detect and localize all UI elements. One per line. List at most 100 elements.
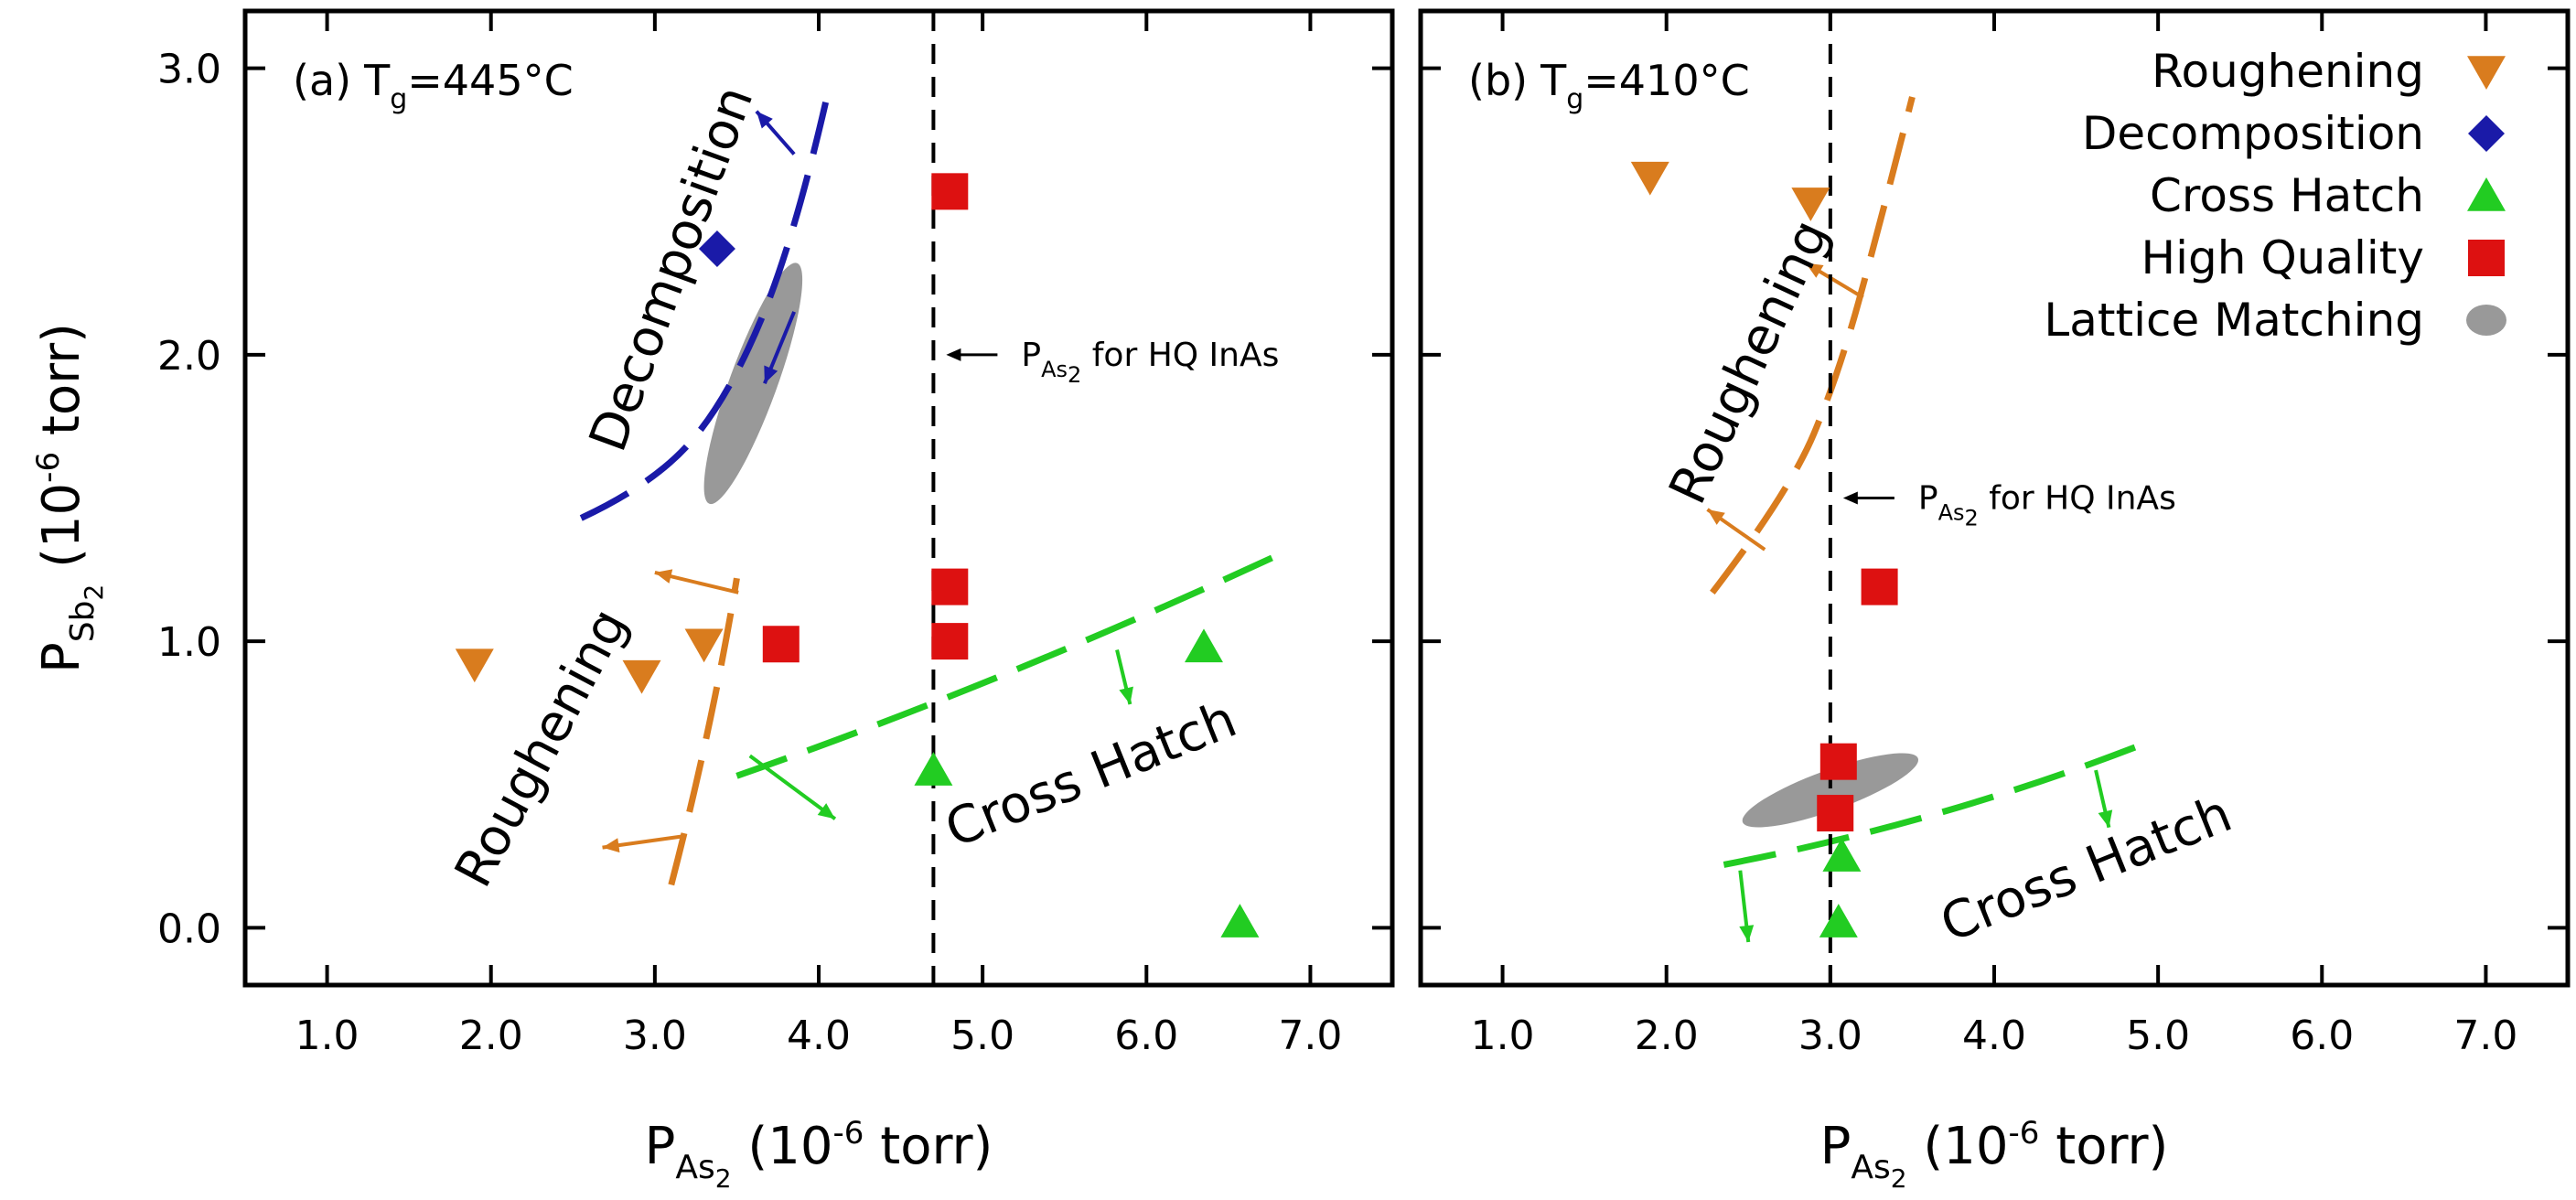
boundary-cross-hatch — [1723, 738, 2152, 868]
reference-label-subsub: 2 — [1964, 506, 1978, 531]
y-axis-title-subsub: 2 — [79, 584, 109, 601]
y-tick-label: 1.0 — [157, 619, 221, 666]
legend-label: Decomposition — [2082, 107, 2424, 160]
y-axis-title-tail: torr) — [32, 323, 91, 452]
legend-marker-roughening — [2467, 56, 2506, 90]
point-roughening — [1630, 161, 1669, 196]
x-axis-title: PAs2 (10-6 torr) — [645, 1115, 993, 1194]
panel-label: (a) — [293, 56, 351, 105]
reference-label-tail: for HQ InAs — [1979, 480, 2176, 518]
reference-label: PAs2 for HQ InAs — [1021, 337, 1279, 388]
x-tick-label: 6.0 — [2290, 1012, 2354, 1059]
x-tick-label: 1.0 — [295, 1012, 360, 1059]
point-cross-hatch — [914, 752, 953, 786]
y-tick-label: 3.0 — [157, 47, 221, 93]
reference-arrow-head — [946, 348, 961, 361]
x-axis-title-unit: (10 — [732, 1117, 833, 1176]
x-axis-title: PAs2 (10-6 torr) — [1820, 1115, 2169, 1194]
arrow-head — [764, 365, 778, 384]
legend-marker-lattice-matching — [2466, 305, 2506, 336]
y-axis-title-exp: -6 — [30, 452, 67, 483]
x-tick-label: 5.0 — [950, 1012, 1014, 1059]
x-tick-label: 7.0 — [1278, 1012, 1342, 1059]
point-high-quality — [1817, 795, 1854, 832]
x-axis-title-subsub: 2 — [1891, 1163, 1907, 1194]
point-high-quality — [762, 626, 800, 663]
legend-marker-decomposition — [2468, 115, 2505, 152]
boundary-cross-hatch — [735, 552, 1280, 779]
legend-marker-high-quality — [2468, 240, 2505, 276]
legend-label: Roughening — [2152, 45, 2424, 98]
x-axis-title-tail: torr) — [864, 1117, 993, 1176]
reference-label: PAs2 for HQ InAs — [1918, 480, 2176, 531]
y-tick-label: 2.0 — [157, 333, 221, 380]
point-roughening — [1791, 188, 1830, 221]
y-axis-title-main: P — [32, 642, 91, 673]
arrow-head — [1805, 262, 1824, 278]
x-axis-title-main: P — [1820, 1117, 1852, 1176]
temp-subscript: g — [390, 83, 407, 115]
point-decomposition — [698, 230, 735, 267]
arrow-head — [817, 803, 835, 820]
temp-symbol: T — [1540, 56, 1567, 105]
region-label: Roughening — [1658, 211, 1841, 513]
point-roughening — [622, 659, 661, 694]
point-cross-hatch — [1822, 838, 1862, 872]
point-cross-hatch — [1819, 904, 1858, 938]
x-tick-label: 1.0 — [1471, 1012, 1535, 1059]
point-cross-hatch — [1220, 904, 1260, 938]
y-axis-title-unit: (10 — [32, 483, 91, 584]
reference-label-tail: for HQ InAs — [1081, 337, 1279, 374]
x-axis-title-sub: As — [1851, 1149, 1890, 1186]
boundary-decomposition — [579, 96, 831, 521]
reference-label-sub: As — [1041, 357, 1068, 382]
x-tick-label: 7.0 — [2453, 1012, 2517, 1059]
x-tick-label: 5.0 — [2126, 1012, 2190, 1059]
x-tick-label: 3.0 — [1798, 1012, 1862, 1059]
boundary-roughening — [668, 577, 740, 886]
x-axis-title-exp: -6 — [2009, 1115, 2040, 1152]
x-tick-label: 3.0 — [623, 1012, 687, 1059]
point-cross-hatch — [1184, 628, 1223, 663]
x-axis-title-main: P — [645, 1117, 676, 1176]
x-axis-title-exp: -6 — [833, 1115, 864, 1152]
legend-label: Lattice Matching — [2044, 294, 2424, 347]
x-tick-label: 4.0 — [1962, 1012, 2026, 1059]
temp-value: =410°C — [1583, 56, 1749, 105]
panel-title: (a) Tg=445°C — [293, 56, 574, 115]
plot-frame — [242, 8, 1395, 988]
lattice-matching-ellipse — [703, 262, 803, 505]
temp-subscript: g — [1566, 83, 1583, 115]
arrow-head — [756, 111, 773, 129]
panel-title: (b) Tg=410°C — [1468, 56, 1750, 115]
arrow-head — [1739, 925, 1755, 943]
arrow-head — [2098, 809, 2113, 828]
legend-marker-cross-hatch — [2467, 177, 2506, 211]
y-tick-label: 0.0 — [157, 905, 221, 952]
point-high-quality — [1861, 568, 1898, 605]
legend-label: Cross Hatch — [2150, 169, 2424, 222]
reference-label-main: P — [1918, 480, 1938, 518]
boundary-roughening — [1710, 96, 1916, 595]
arrow-head — [602, 838, 620, 853]
reference-arrow-head — [1842, 491, 1858, 505]
legend: Roughening Decomposition Cross Hatch High Q… — [2044, 45, 2506, 347]
x-axis-title-unit: (10 — [1907, 1117, 2009, 1176]
region-label: Roughening — [444, 599, 639, 896]
temp-value: =445°C — [407, 56, 573, 105]
reference-label-subsub: 2 — [1068, 362, 1081, 388]
x-tick-label: 2.0 — [459, 1012, 523, 1059]
point-high-quality — [931, 568, 969, 605]
panel-label: (b) — [1468, 56, 1528, 105]
reference-label-main: P — [1021, 337, 1041, 374]
x-tick-label: 2.0 — [1635, 1012, 1699, 1059]
x-axis-title-sub: As — [675, 1149, 714, 1186]
temp-symbol: T — [363, 56, 391, 105]
point-roughening — [455, 648, 494, 683]
y-axis-title-sub: Sb — [64, 601, 102, 643]
lattice-matching-ellipse — [1742, 753, 1919, 828]
x-tick-label: 6.0 — [1114, 1012, 1178, 1059]
region-label: Cross Hatch — [1933, 784, 2240, 954]
